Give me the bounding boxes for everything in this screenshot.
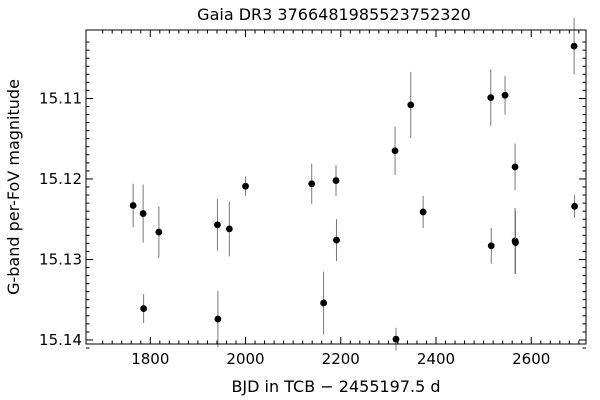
data-point xyxy=(214,315,222,323)
data-point xyxy=(308,180,316,188)
data-point xyxy=(512,239,519,246)
x-axis-label: BJD in TCB − 2455197.5 d xyxy=(231,377,440,396)
data-point xyxy=(487,242,495,250)
x-tick-label: 2000 xyxy=(226,350,264,368)
data-point xyxy=(570,42,578,50)
axis-ticks: 1800 2000 2200 2400 2600 15.11 15.12 15.13 15.14 xyxy=(39,30,586,368)
data-point xyxy=(139,210,147,217)
data-point xyxy=(511,163,519,171)
data-point xyxy=(571,202,578,210)
y-tick-label: 15.14 xyxy=(39,331,82,349)
data-point xyxy=(155,228,163,236)
data-point xyxy=(501,91,509,99)
y-tick-label: 15.13 xyxy=(39,250,82,268)
data-point xyxy=(407,101,415,109)
data-point xyxy=(129,202,137,209)
data-point xyxy=(242,182,249,190)
y-axis-label: G-band per-FoV magnitude xyxy=(4,79,23,295)
data-point xyxy=(320,299,328,307)
x-tick-label: 2400 xyxy=(417,350,455,368)
x-tick-label: 2200 xyxy=(322,350,360,368)
data-point xyxy=(225,225,233,233)
y-tick-label: 15.11 xyxy=(39,89,82,107)
data-point xyxy=(419,208,427,216)
data-point xyxy=(140,305,148,312)
x-tick-label: 2600 xyxy=(512,350,550,368)
plot-area xyxy=(129,17,578,351)
data-point xyxy=(391,147,399,155)
x-tick-label: 1800 xyxy=(131,350,169,368)
y-tick-label: 15.12 xyxy=(39,170,82,188)
data-point xyxy=(487,94,495,102)
data-point xyxy=(332,177,340,184)
data-point xyxy=(214,221,221,229)
chart-title: Gaia DR3 3766481985523752320 xyxy=(197,5,471,24)
data-point xyxy=(333,236,340,244)
